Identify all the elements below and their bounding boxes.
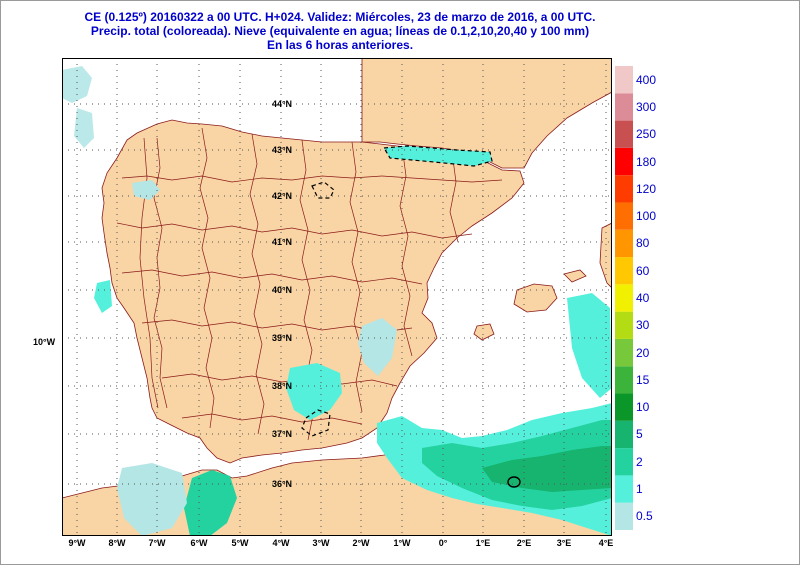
legend-label: 5 <box>636 427 643 442</box>
legend-swatch <box>615 366 633 394</box>
precip-alboran-heavy <box>482 446 612 492</box>
province-borders <box>116 127 503 441</box>
longitude-label: 1°E <box>475 538 491 548</box>
legend-swatch <box>615 202 633 230</box>
legend-swatch <box>615 502 633 530</box>
legend-label: 80 <box>636 236 650 251</box>
latitude-label: 36°N <box>271 479 293 489</box>
legend-swatch <box>615 257 633 285</box>
longitude-label: 5°W <box>231 538 249 548</box>
precip-pyrenees <box>382 145 493 167</box>
legend-label: 300 <box>636 99 657 114</box>
legend-label: 10 <box>636 400 650 415</box>
legend-label: 0.5 <box>636 509 653 524</box>
land-corsica <box>599 222 612 289</box>
longitude-label: 1°W <box>393 538 411 548</box>
legend-swatch <box>615 311 633 339</box>
land-mallorca <box>513 283 558 313</box>
legend-swatch <box>615 93 633 121</box>
land-menorca <box>563 269 587 283</box>
legend-label: 40 <box>636 291 650 305</box>
precip-galicia <box>132 180 160 200</box>
precip-balearic-east <box>567 293 612 398</box>
legend-label: 15 <box>636 372 650 387</box>
title-line-1: CE (0.125º) 20160322 a 00 UTC. H+024. Va… <box>84 10 596 24</box>
precip-south-east-snow <box>301 409 331 437</box>
longitude-label: 0° <box>438 538 448 548</box>
longitude-label: 2°W <box>352 538 370 548</box>
precip-east-spain <box>358 318 397 376</box>
legend-swatch <box>615 420 633 449</box>
legend-label: 1 <box>636 482 643 497</box>
latitude-label: 42°N <box>271 191 293 201</box>
longitude-label: 3°W <box>312 538 330 548</box>
title-line-2: Precip. total (coloreada). Nieve (equiva… <box>90 24 590 38</box>
legend-swatch <box>615 66 633 94</box>
latitude-label: 43°N <box>271 145 293 155</box>
legend-label: 20 <box>636 345 650 360</box>
longitude-label: 3°E <box>556 538 572 548</box>
longitude-label: 2°E <box>516 538 532 548</box>
map-title: CE (0.125º) 20160322 a 00 UTC. H+024. Va… <box>0 10 680 52</box>
precip-atlantic-north <box>62 66 92 103</box>
legend-swatch <box>615 475 633 503</box>
legend-swatch <box>615 284 633 312</box>
legend-swatch <box>615 147 633 176</box>
precip-strait <box>184 470 237 536</box>
latitude-label: 37°N <box>271 429 293 439</box>
precipitation-map <box>62 58 612 536</box>
precip-iberian-system <box>311 181 335 199</box>
legend-swatch <box>615 229 633 258</box>
legend-label: 120 <box>636 181 657 196</box>
latitude-label: 39°N <box>271 333 293 343</box>
side-longitude-label: 10°W <box>33 337 56 347</box>
legend-swatch <box>615 338 633 367</box>
land-france <box>361 58 612 169</box>
precipitation-legend <box>615 66 633 530</box>
longitude-label: 6°W <box>190 538 208 548</box>
precip-south-east <box>286 363 342 420</box>
legend-label: 180 <box>636 154 657 169</box>
title-line-3: En las 6 horas anteriores. <box>266 38 414 52</box>
precip-atlantic-sw <box>117 463 187 536</box>
legend-swatch <box>615 120 633 148</box>
legend-label: 60 <box>636 263 650 278</box>
longitude-label: 9°W <box>68 538 86 548</box>
precip-portugal <box>94 280 112 313</box>
latitude-label: 44°N <box>271 99 293 109</box>
longitude-label: 4°E <box>598 538 614 548</box>
longitude-label: 7°W <box>148 538 166 548</box>
legend-swatch <box>615 393 633 421</box>
longitude-label: 8°W <box>108 538 126 548</box>
latitude-label: 38°N <box>271 381 293 391</box>
legend-label: 30 <box>636 318 650 333</box>
land-ibiza <box>473 323 495 341</box>
map-border <box>62 58 612 536</box>
legend-swatch <box>615 448 633 476</box>
legend-label: 100 <box>636 209 657 224</box>
precip-snow-ring <box>507 476 521 488</box>
legend-label: 400 <box>636 72 657 87</box>
legend-swatch <box>615 175 633 203</box>
precip-atlantic-west <box>74 108 94 148</box>
latitude-label: 40°N <box>271 285 293 295</box>
latitude-label: 41°N <box>271 237 293 247</box>
longitude-label: 4°W <box>272 538 290 548</box>
legend-label: 250 <box>636 127 657 142</box>
legend-label: 2 <box>636 454 643 469</box>
